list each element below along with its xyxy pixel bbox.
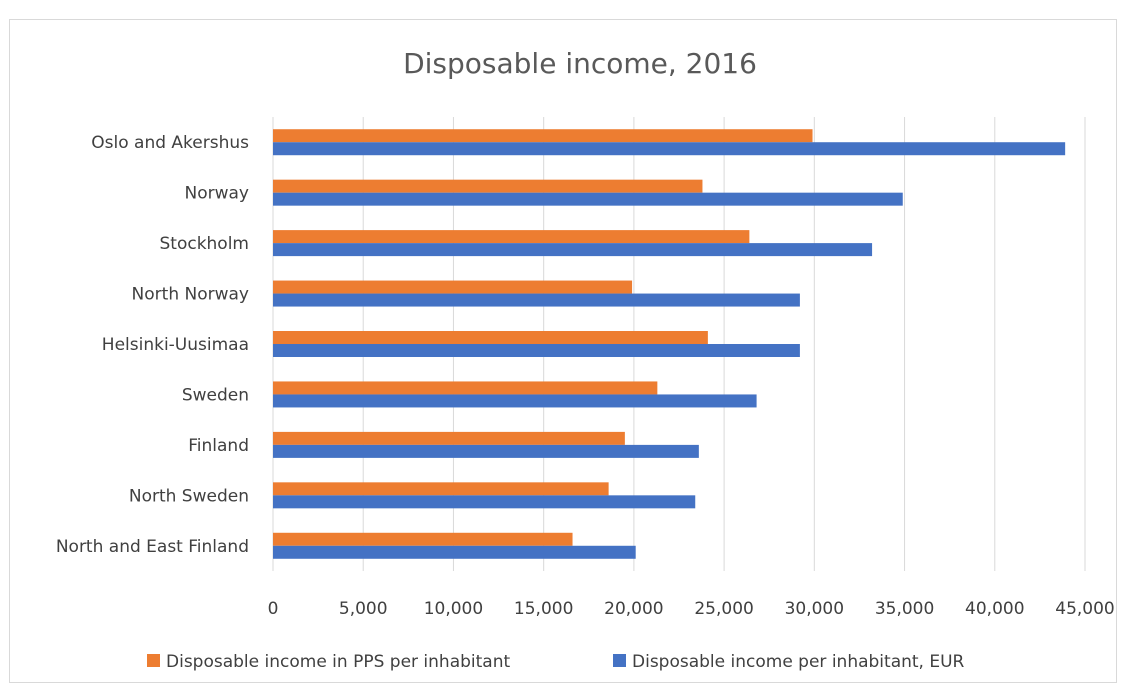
category-label: Norway [185, 184, 250, 204]
x-tick-label: 5,000 [339, 599, 388, 619]
category-label: Helsinki-Uusimaa [102, 335, 249, 355]
bar [273, 142, 1066, 156]
bars [273, 129, 1066, 559]
bar [273, 381, 658, 395]
chart-title: Disposable income, 2016 [403, 47, 757, 80]
x-tick-label: 0 [268, 599, 279, 619]
bar [273, 394, 757, 408]
bar [273, 431, 625, 445]
x-tick-label: 40,000 [965, 599, 1024, 619]
category-labels: Oslo and Akershus Norway Stockholm North No… [56, 133, 249, 557]
x-tick-label: 45,000 [1055, 599, 1114, 619]
category-label: North Norway [132, 285, 249, 305]
x-tick-labels: 0 5,000 10,000 15,000 20,000 25,000 30,000 35,0… [268, 599, 1115, 619]
legend-swatch [147, 654, 160, 667]
legend-label: Disposable income per inhabitant, EUR [632, 652, 965, 672]
bar [273, 482, 609, 496]
bar [273, 280, 633, 294]
category-label: North Sweden [129, 486, 249, 506]
category-label: North and East Finland [56, 537, 249, 557]
category-label: Finland [188, 436, 249, 456]
x-tick-label: 25,000 [694, 599, 753, 619]
bar [273, 230, 750, 244]
bar [273, 192, 903, 206]
bar [273, 344, 800, 357]
x-tick-label: 30,000 [785, 599, 844, 619]
legend-label: Disposable income in PPS per inhabitant [166, 652, 510, 672]
category-label: Stockholm [159, 234, 249, 254]
x-tick-label: 10,000 [424, 599, 483, 619]
bar [273, 545, 636, 559]
bar [273, 444, 699, 458]
legend-swatch [613, 654, 626, 667]
bar [273, 129, 813, 143]
x-tick-label: 35,000 [875, 599, 934, 619]
bar [273, 532, 573, 546]
bar [273, 495, 696, 509]
x-tick-label: 20,000 [604, 599, 663, 619]
bar [273, 243, 873, 257]
category-label: Oslo and Akershus [91, 133, 249, 153]
bar [273, 331, 708, 344]
x-tick-label: 15,000 [514, 599, 573, 619]
bar [273, 179, 703, 193]
legend: Disposable income in PPS per inhabitant D… [147, 652, 965, 672]
bar [273, 293, 800, 307]
category-label: Sweden [182, 385, 249, 405]
